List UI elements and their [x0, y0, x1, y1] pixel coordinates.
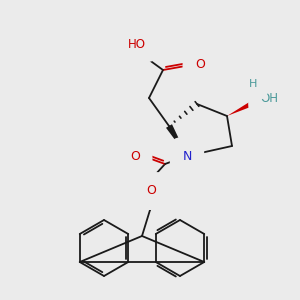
Text: O: O — [130, 149, 140, 163]
Polygon shape — [227, 99, 256, 116]
Polygon shape — [166, 124, 187, 156]
Text: HO: HO — [128, 38, 146, 50]
Text: N: N — [182, 149, 192, 163]
Text: H: H — [249, 79, 257, 89]
Text: O: O — [195, 58, 205, 71]
Text: OH: OH — [260, 92, 278, 104]
Text: O: O — [146, 184, 156, 197]
